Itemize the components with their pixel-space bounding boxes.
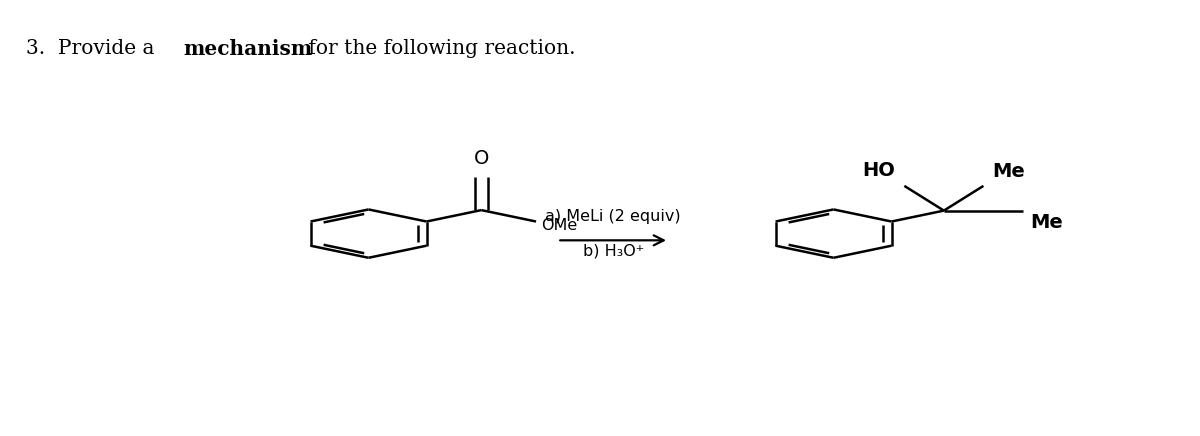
Text: for the following reaction.: for the following reaction. [302, 39, 576, 58]
Text: OMe: OMe [541, 218, 577, 233]
Text: a) MeLi (2 equiv): a) MeLi (2 equiv) [545, 208, 680, 224]
Text: mechanism: mechanism [184, 39, 313, 59]
Text: Me: Me [992, 162, 1026, 181]
Text: b) H₃O⁺: b) H₃O⁺ [582, 244, 643, 259]
Text: 3.  Provide a: 3. Provide a [26, 39, 161, 58]
Text: HO: HO [862, 161, 895, 180]
Text: O: O [474, 149, 488, 168]
Text: Me: Me [1031, 213, 1063, 232]
